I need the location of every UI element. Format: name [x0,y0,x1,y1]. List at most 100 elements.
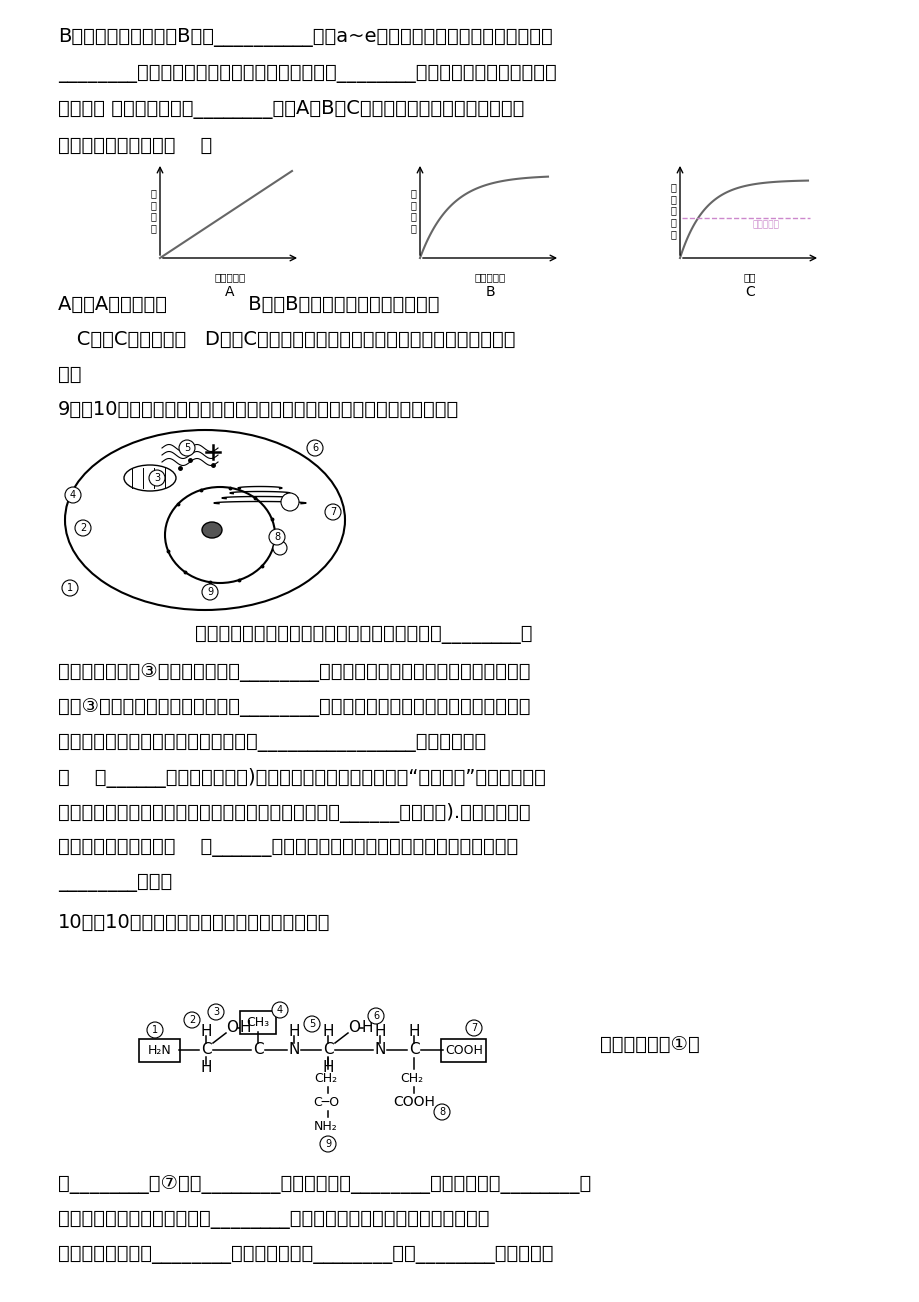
Text: 9: 9 [324,1139,331,1148]
Text: 9．（10分）如图是某高等哺乳动物细胞亚显微结构模式图。请据图作答：: 9．（10分）如图是某高等哺乳动物细胞亚显微结构模式图。请据图作答： [58,400,459,419]
Text: 6: 6 [312,443,318,453]
Circle shape [466,1019,482,1036]
Circle shape [65,487,81,503]
Text: COOH: COOH [392,1095,435,1109]
Text: 结构③的成分发生改变，有的产生________等物质。研究细胞内各种细胞器的组分和: 结构③的成分发生改变，有的产生________等物质。研究细胞内各种细胞器的组分… [58,698,530,717]
Text: 研究表明，结构③的功能越复杂，________种类和数量越多。细胞在碘变的过程中，: 研究表明，结构③的功能越复杂，________种类和数量越多。细胞在碘变的过程中… [58,663,530,682]
Text: C: C [744,285,754,299]
Circle shape [75,519,91,536]
Text: C: C [408,1043,419,1057]
Text: H: H [322,1025,334,1039]
Text: ________。可能代表氧气转运过程的是图中编号________；葡萄糖从肠腔进入小肠上: ________。可能代表氧气转运过程的是图中编号________；葡萄糖从肠腔… [58,64,556,83]
Ellipse shape [124,465,176,491]
FancyBboxPatch shape [140,1039,180,1061]
Circle shape [307,440,323,456]
Text: 7: 7 [330,506,335,517]
Text: 7: 7 [471,1023,477,1032]
FancyBboxPatch shape [441,1039,486,1061]
Text: 细胞外浓度: 细胞外浓度 [214,272,245,283]
Circle shape [434,1104,449,1120]
Text: 1: 1 [152,1025,158,1035]
Text: B: B [484,285,494,299]
Text: H: H [200,1025,211,1039]
Text: 10．（10分）根据下列化合物的结构分析回答：: 10．（10分）根据下列化合物的结构分析回答： [58,913,330,932]
FancyBboxPatch shape [240,1010,276,1034]
Text: C─O: C─O [312,1095,339,1108]
Text: 合成至分泌到细胞外，依次经过的细胞器或细胞结构是______（填序号).上述过程中，: 合成至分泌到细胞外，依次经过的细胞器或细胞结构是______（填序号).上述过程… [58,803,530,823]
Text: C: C [200,1043,211,1057]
Text: 时间: 时间 [743,272,755,283]
Text: 所需能量的供给来自【    】______（填序号和名称），观察活细胞中该结构，需用: 所需能量的供给来自【 】______（填序号和名称），观察活细胞中该结构，需用 [58,838,517,857]
Text: 1: 1 [67,583,73,592]
Circle shape [147,1022,163,1038]
Text: 功能，需先分离细胞器，常用的方法是________________。研究表明，: 功能，需先分离细胞器，常用的方法是________________。研究表明， [58,733,486,753]
Text: 6: 6 [372,1010,379,1021]
Ellipse shape [65,430,345,611]
Text: A．图A是自由扩散             B．图B运输速度的限制因素是能量: A．图A是自由扩散 B．图B运输速度的限制因素是能量 [58,296,439,314]
Circle shape [320,1137,335,1152]
Text: 4: 4 [277,1005,283,1016]
Text: 细胞外浓度: 细胞外浓度 [474,272,505,283]
Text: 如图所示细胞与蓝藻细胞相比，最主要的区别是________。: 如图所示细胞与蓝藻细胞相比，最主要的区别是________。 [195,625,532,644]
Circle shape [179,440,195,456]
Text: 水分子而形成，这种反应叫做________。该化合物中的氨基酸种类不同，是由: 水分子而形成，这种反应叫做________。该化合物中的氨基酸种类不同，是由 [58,1210,489,1229]
Text: CH₃: CH₃ [246,1016,269,1029]
Text: H: H [288,1025,300,1039]
Text: H: H [374,1025,385,1039]
Circle shape [272,1003,288,1018]
Text: NH₂: NH₂ [313,1120,337,1133]
Text: COOH: COOH [445,1043,482,1056]
Text: 5: 5 [184,443,190,453]
Text: 运
输
速
度: 运 输 速 度 [150,187,156,233]
Circle shape [184,1012,199,1029]
Text: 运
输
速
度: 运 输 速 度 [410,187,415,233]
Circle shape [208,1004,223,1019]
Circle shape [62,579,78,596]
Text: 8: 8 [438,1107,445,1117]
Text: 运输: 运输 [58,365,82,384]
Text: 3: 3 [212,1006,219,1017]
Text: 以下说法中错误的是（    ）: 以下说法中错误的是（ ） [58,135,212,155]
Circle shape [303,1016,320,1032]
Text: 细
胞
内
浓
度: 细 胞 内 浓 度 [669,182,675,238]
Text: 5: 5 [309,1019,315,1029]
Text: 【    】______（填序号和名称)中含有多种水解酶，是细胞的“消化车间”。分泌蛋白从: 【 】______（填序号和名称)中含有多种水解酶，是细胞的“消化车间”。分泌蛋… [58,768,545,788]
Text: H: H [239,1021,251,1035]
Text: H: H [361,1021,372,1035]
Text: ________染色。: ________染色。 [58,874,172,892]
Text: 2: 2 [188,1016,195,1025]
Text: 皮细胞的 过程是图中编号________。图A、B、C表示的是物质运输的三种方式，: 皮细胞的 过程是图中编号________。图A、B、C表示的是物质运输的三种方式… [58,100,524,118]
Text: C: C [253,1043,263,1057]
Text: 示________，⑦表示________。该化合物由________个氨基酸失去________个: 示________，⑦表示________。该化合物由________个氨基酸失… [58,1174,591,1194]
Text: 该化合物中，①表: 该化合物中，①表 [599,1035,699,1055]
Circle shape [181,441,193,454]
Circle shape [273,542,287,555]
Text: C．图C是主动运输   D．图C细胞内物质浓度不断升高，说明该物质进行逆浓度: C．图C是主动运输 D．图C细胞内物质浓度不断升高，说明该物质进行逆浓度 [58,329,515,349]
Circle shape [324,504,341,519]
Text: 2: 2 [80,523,86,533]
Text: H: H [322,1061,334,1075]
Text: H: H [408,1025,419,1039]
Text: CH₂: CH₂ [400,1072,423,1085]
Text: 9: 9 [207,587,213,598]
Text: CH₂: CH₂ [314,1072,337,1085]
Text: H₂N: H₂N [148,1043,172,1056]
Ellipse shape [165,487,275,583]
Text: B的厚度变小。这说明B具有__________。在a~e的五种过程中，代表被动运输的是: B的厚度变小。这说明B具有__________。在a~e的五种过程中，代表被动运… [58,29,552,47]
Text: O: O [347,1021,359,1035]
Text: H: H [200,1061,211,1075]
Text: 8: 8 [274,533,279,542]
Circle shape [268,529,285,546]
Ellipse shape [202,522,221,538]
Circle shape [368,1008,383,1023]
Circle shape [149,470,165,486]
Text: O: O [226,1021,238,1035]
Text: C: C [323,1043,333,1057]
Text: 3: 3 [153,473,160,483]
Text: N: N [374,1043,385,1057]
Text: A: A [225,285,234,299]
Text: N: N [288,1043,300,1057]
Text: 决定的，其编号是________。该化合物称为________，含________个肽键，编: 决定的，其编号是________。该化合物称为________，含_______… [58,1245,553,1264]
Text: 细胞外浓度: 细胞外浓度 [752,220,778,229]
Text: 4: 4 [70,490,76,500]
